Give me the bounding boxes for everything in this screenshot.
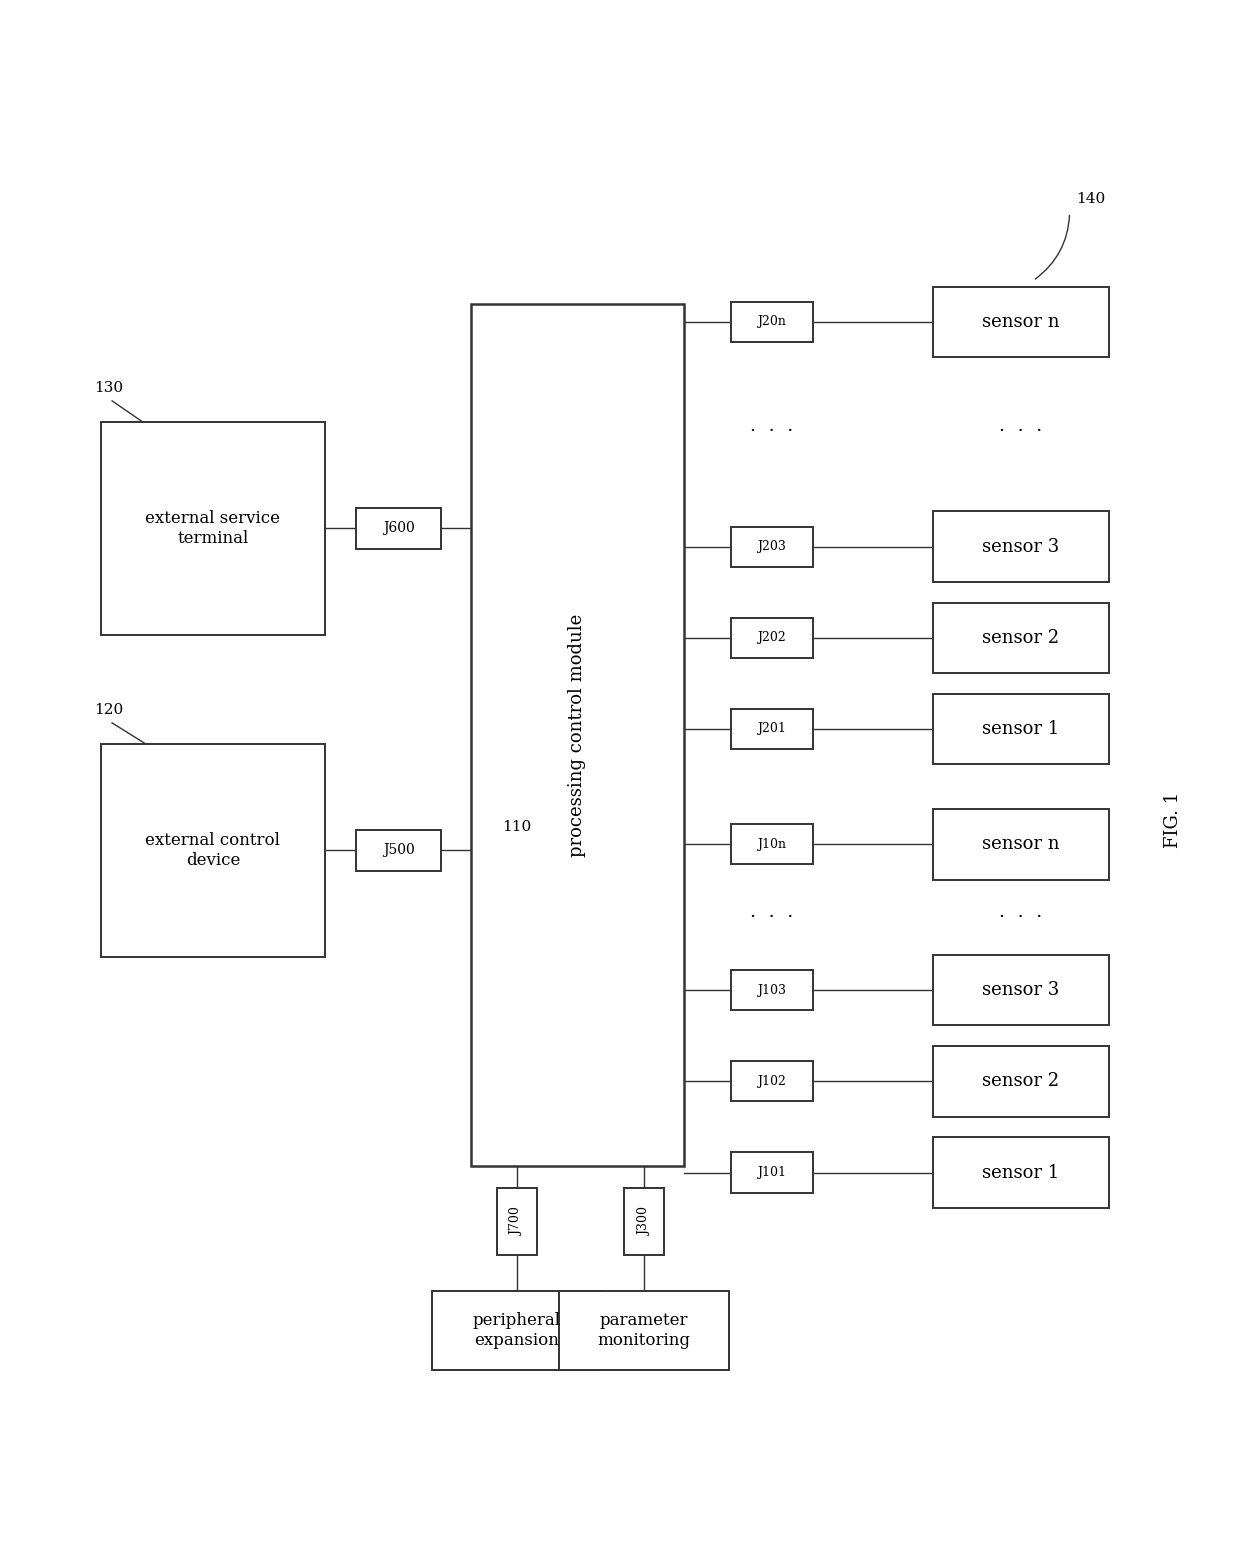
Text: FIG. 1: FIG. 1 <box>1164 792 1182 849</box>
Bar <box>932 1137 1109 1208</box>
Bar <box>932 287 1109 356</box>
Text: J102: J102 <box>758 1075 786 1088</box>
Text: 120: 120 <box>94 702 123 717</box>
Bar <box>100 423 325 634</box>
Text: J10n: J10n <box>758 838 786 850</box>
Bar <box>471 304 683 1167</box>
Bar <box>932 955 1109 1026</box>
Bar <box>432 1291 601 1370</box>
Text: sensor 3: sensor 3 <box>982 537 1060 555</box>
Bar <box>932 1046 1109 1117</box>
Text: sensor 1: sensor 1 <box>982 1163 1060 1182</box>
Text: sensor 1: sensor 1 <box>982 721 1060 738</box>
Text: J101: J101 <box>758 1167 786 1179</box>
Text: J600: J600 <box>383 522 414 535</box>
Bar <box>100 744 325 957</box>
Text: 130: 130 <box>94 381 123 395</box>
Bar <box>730 1153 813 1193</box>
Text: sensor n: sensor n <box>982 835 1060 853</box>
Text: processing control module: processing control module <box>568 614 587 856</box>
Text: J202: J202 <box>758 631 786 645</box>
Text: ·  ·  ·: · · · <box>750 423 794 440</box>
Text: peripheral
expansion: peripheral expansion <box>472 1312 560 1349</box>
Bar <box>559 1291 729 1370</box>
Text: J700: J700 <box>510 1207 523 1236</box>
Bar <box>497 1188 537 1254</box>
Text: sensor 3: sensor 3 <box>982 981 1060 1000</box>
Text: external control
device: external control device <box>145 832 280 869</box>
Bar <box>730 617 813 657</box>
Text: ·  ·  ·: · · · <box>999 423 1043 440</box>
Bar <box>932 694 1109 764</box>
Text: ·  ·  ·: · · · <box>750 909 794 926</box>
Text: sensor n: sensor n <box>982 313 1060 330</box>
Text: external service
terminal: external service terminal <box>145 511 280 546</box>
Text: sensor 2: sensor 2 <box>982 630 1059 647</box>
Text: ·  ·  ·: · · · <box>999 909 1043 926</box>
Text: 110: 110 <box>502 821 532 835</box>
Text: J500: J500 <box>383 844 414 858</box>
Text: parameter
monitoring: parameter monitoring <box>598 1312 691 1349</box>
Bar <box>730 526 813 566</box>
Bar <box>730 824 813 864</box>
Text: 140: 140 <box>1075 193 1105 207</box>
Bar <box>932 511 1109 582</box>
Bar <box>932 603 1109 673</box>
Text: J203: J203 <box>758 540 786 554</box>
Bar <box>624 1188 665 1254</box>
Bar <box>932 809 1109 880</box>
Bar <box>730 971 813 1011</box>
Text: J300: J300 <box>637 1207 651 1236</box>
Text: J103: J103 <box>758 984 786 997</box>
Text: sensor 2: sensor 2 <box>982 1072 1059 1091</box>
Bar <box>356 830 441 870</box>
Bar <box>730 1062 813 1102</box>
Text: J201: J201 <box>758 722 786 736</box>
Text: J20n: J20n <box>758 315 786 329</box>
Bar <box>730 302 813 343</box>
Bar <box>730 708 813 748</box>
Bar <box>356 508 441 548</box>
